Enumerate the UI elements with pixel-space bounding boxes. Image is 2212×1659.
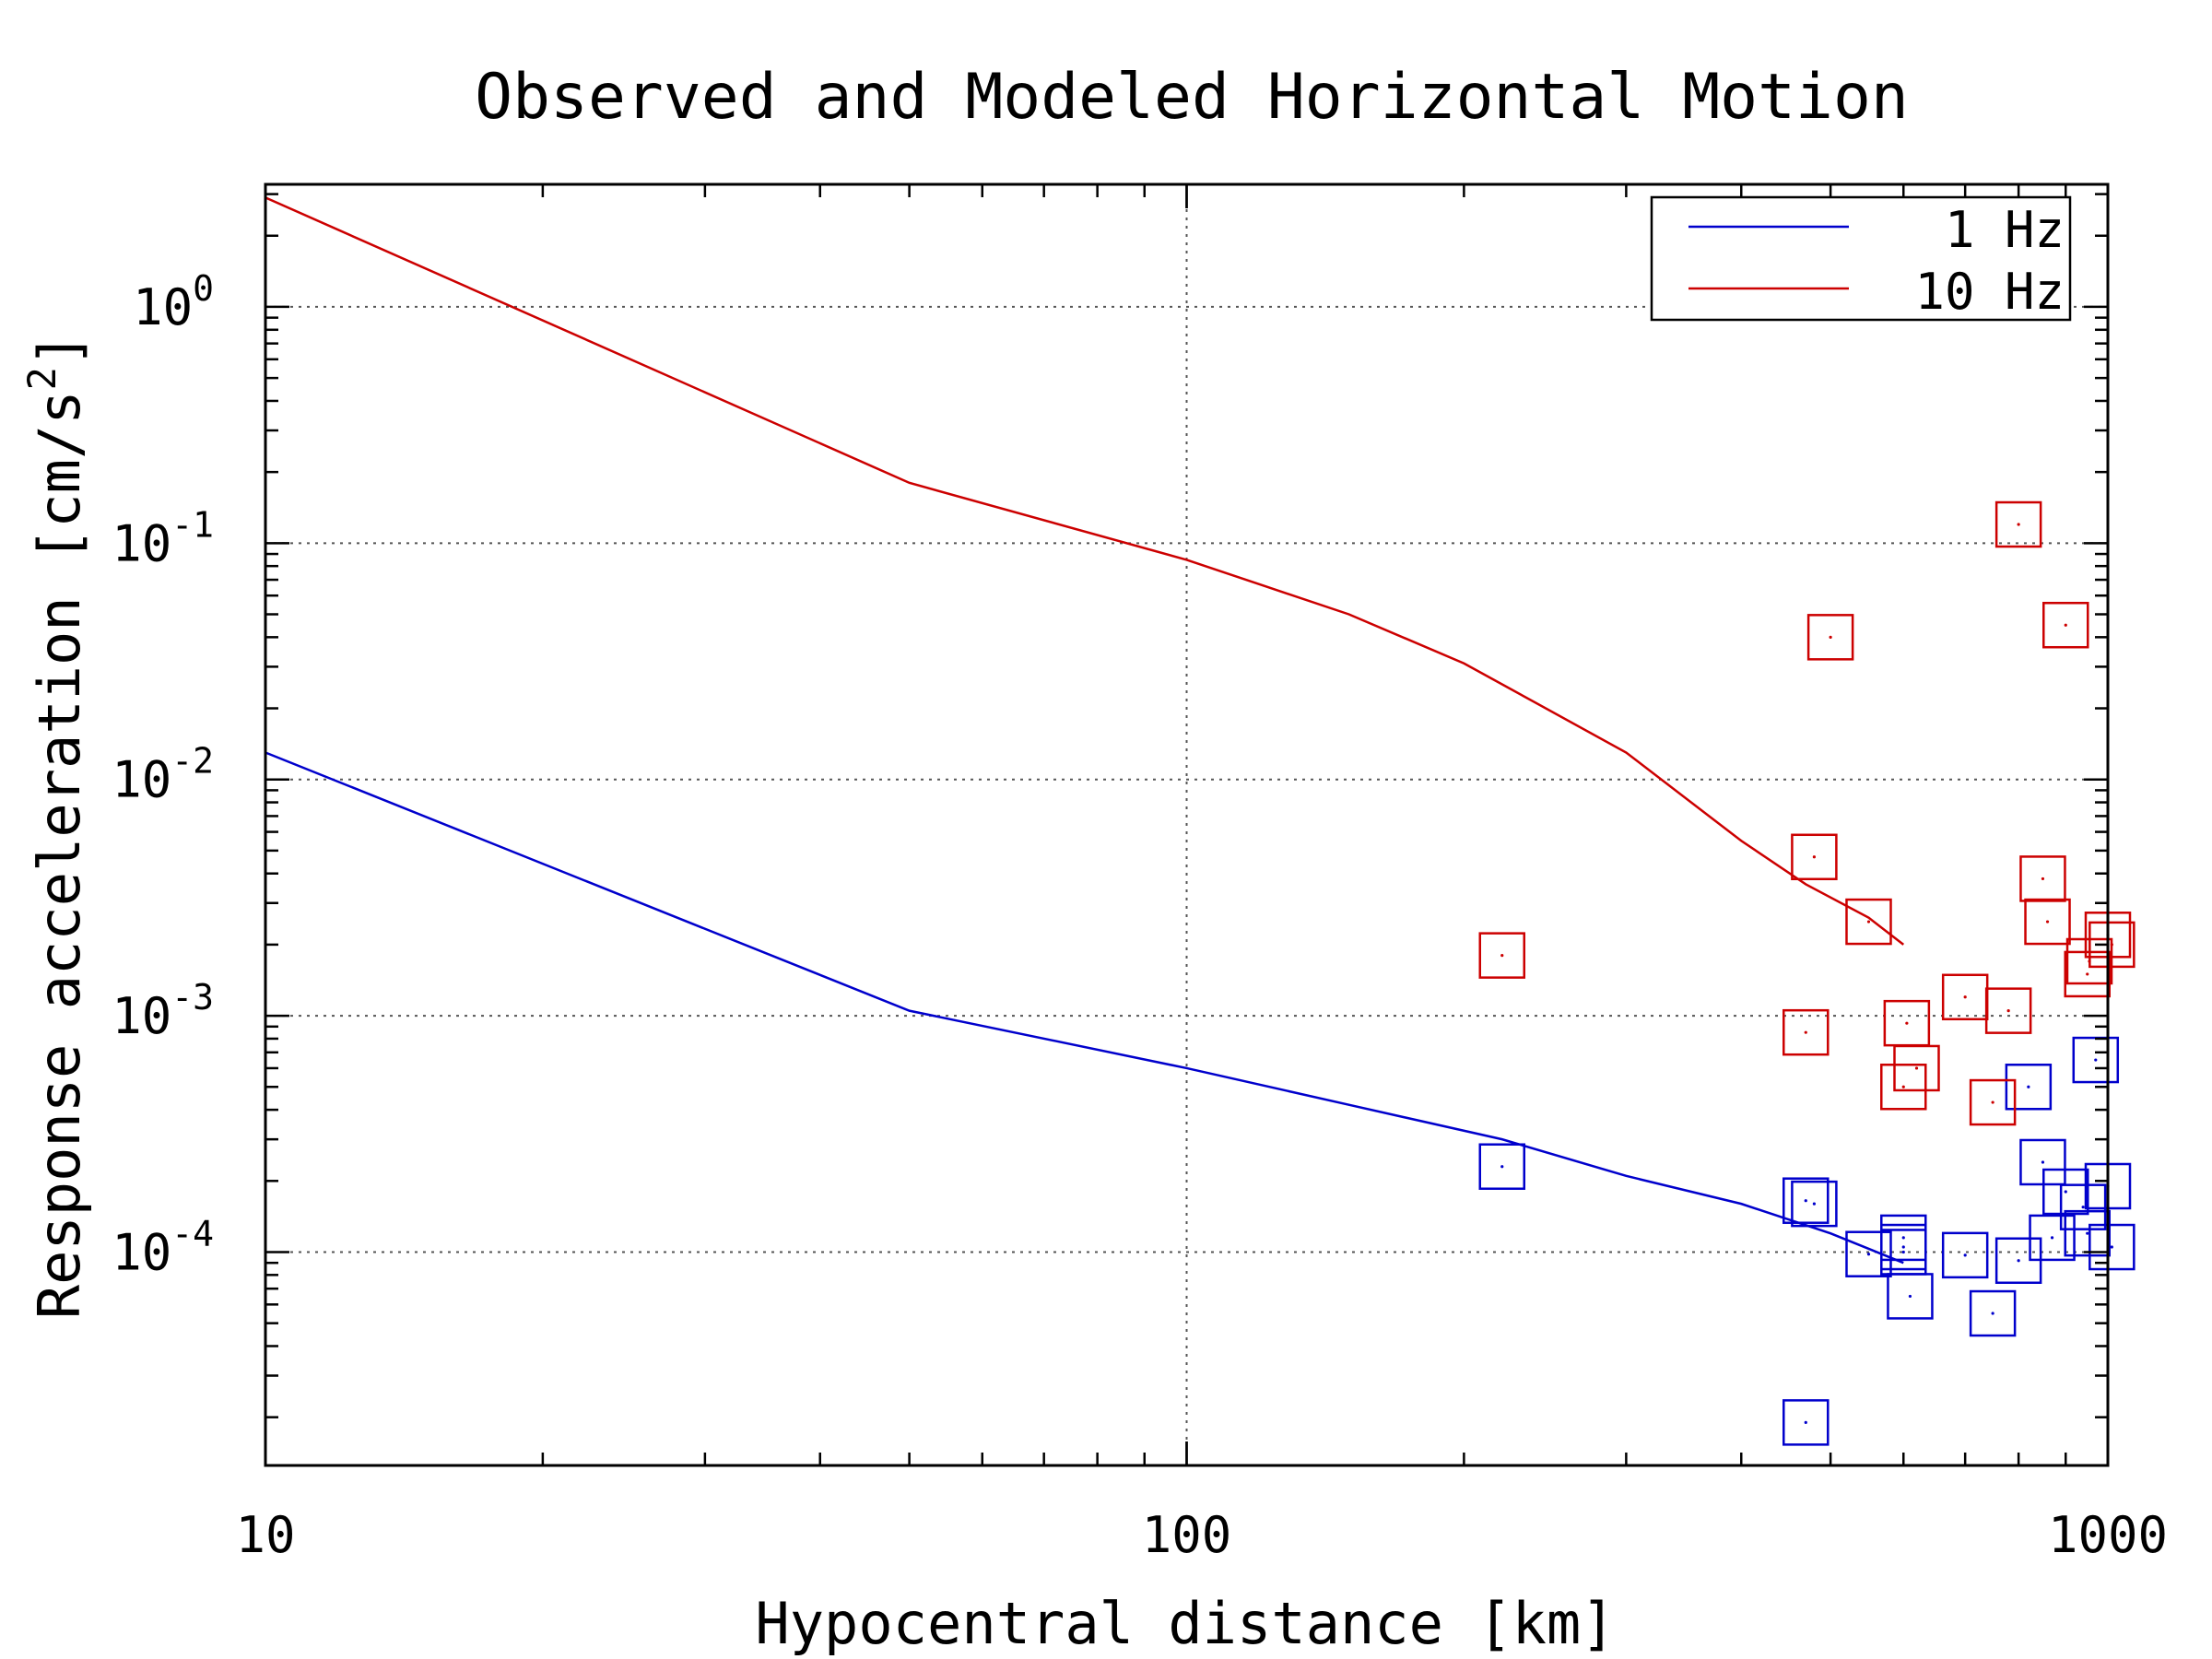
observed-point-center-1hz bbox=[1866, 1253, 1871, 1256]
observed-point-1hz bbox=[1887, 1273, 1934, 1320]
observed-point-10hz bbox=[1969, 1078, 2017, 1126]
observed-point-center-1hz bbox=[2017, 1259, 2020, 1263]
observed-point-center-10hz bbox=[2041, 877, 2045, 881]
observed-point-center-1hz bbox=[1901, 1250, 1905, 1254]
observed-point-center-1hz bbox=[1804, 1420, 1807, 1424]
y-axis-label-exponent: 2 bbox=[19, 367, 65, 390]
y-tick-label-0: 100 bbox=[133, 268, 214, 336]
observed-point-center-1hz bbox=[2050, 1236, 2054, 1240]
observed-point-10hz bbox=[1478, 932, 1526, 979]
observed-point-center-1hz bbox=[1963, 1253, 1967, 1257]
observed-point-center-1hz bbox=[1812, 1202, 1817, 1206]
tick-labels: 10 100 1000 100 10-1 10-2 10-3 10-4 bbox=[112, 268, 2168, 1564]
observed-point-10hz bbox=[1791, 833, 1838, 881]
observed-point-1hz bbox=[1969, 1289, 2017, 1337]
observed-point-center-1hz bbox=[2110, 1245, 2113, 1249]
y-tick-label-2: 10-2 bbox=[112, 741, 214, 809]
chart-title: Observed and Modeled Horizontal Motion bbox=[475, 61, 1909, 134]
observed-point-1hz bbox=[2059, 1183, 2107, 1230]
grid-lines bbox=[265, 184, 2108, 1465]
observed-point-10hz bbox=[1984, 987, 2032, 1034]
observed-point-1hz bbox=[2064, 1209, 2111, 1257]
observed-point-center-10hz bbox=[1901, 1085, 1905, 1088]
observed-point-10hz bbox=[2088, 921, 2136, 969]
observed-point-10hz bbox=[2042, 601, 2089, 649]
observed-point-1hz bbox=[1941, 1231, 1989, 1279]
model-line-1hz bbox=[265, 751, 1904, 1265]
observed-point-center-10hz bbox=[2017, 523, 2020, 526]
observed-point-center-1hz bbox=[2064, 1190, 2067, 1194]
observed-point-center-10hz bbox=[1866, 920, 1871, 924]
legend: 1 Hz 10 Hz bbox=[1650, 195, 2072, 322]
observed-point-1hz bbox=[1791, 1180, 1838, 1228]
observed-point-center-10hz bbox=[2086, 972, 2089, 976]
observed-point-10hz bbox=[1783, 1008, 1830, 1056]
y-axis-label: Response acceleration [cm/s2] bbox=[19, 333, 93, 1319]
observed-point-center-10hz bbox=[2110, 943, 2113, 947]
series-layer bbox=[265, 196, 2136, 1446]
observed-point-10hz bbox=[1883, 999, 1931, 1047]
y-tick-label-3: 10-3 bbox=[112, 977, 214, 1045]
observed-point-center-1hz bbox=[1901, 1236, 1905, 1240]
x-tick-label-0: 10 bbox=[235, 1506, 295, 1564]
ticks bbox=[264, 184, 2110, 1465]
observed-point-10hz bbox=[2019, 855, 2066, 902]
observed-point-center-10hz bbox=[1812, 855, 1817, 859]
observed-point-1hz bbox=[1783, 1177, 1830, 1224]
observed-point-center-1hz bbox=[2094, 1058, 2098, 1062]
y-axis-label-end: ] bbox=[26, 333, 93, 367]
observed-point-1hz bbox=[1783, 1399, 1830, 1446]
observed-point-center-10hz bbox=[1500, 954, 1504, 958]
y-tick-label-4: 10-4 bbox=[112, 1213, 214, 1281]
observed-point-center-10hz bbox=[1963, 995, 1967, 999]
observed-point-10hz bbox=[1994, 500, 2042, 548]
observed-point-1hz bbox=[1478, 1143, 1526, 1190]
observed-point-center-1hz bbox=[2086, 1231, 2089, 1235]
observed-point-center-10hz bbox=[2064, 623, 2067, 627]
observed-point-1hz bbox=[2088, 1223, 2136, 1271]
observed-point-center-1hz bbox=[1901, 1245, 1905, 1249]
observed-point-10hz bbox=[2064, 950, 2111, 998]
observed-point-center-1hz bbox=[1991, 1312, 1994, 1315]
y-tick-label-1: 10-1 bbox=[112, 504, 214, 572]
observed-point-10hz bbox=[1880, 1064, 1927, 1111]
observed-point-center-10hz bbox=[1991, 1100, 1994, 1104]
y-axis-label-main: Response acceleration [cm/s bbox=[26, 390, 93, 1319]
x-tick-label-1: 100 bbox=[1142, 1506, 1232, 1564]
x-axis-label: Hypocentral distance [km] bbox=[755, 1590, 1615, 1657]
observed-point-1hz bbox=[1880, 1214, 1927, 1262]
observed-point-center-1hz bbox=[1908, 1294, 1912, 1299]
legend-label-10hz: 10 Hz bbox=[1914, 263, 2065, 321]
legend-label-1hz: 1 Hz bbox=[1945, 201, 2065, 259]
observed-point-center-1hz bbox=[2041, 1160, 2045, 1164]
x-tick-label-2: 1000 bbox=[2048, 1506, 2168, 1564]
observed-point-center-10hz bbox=[1905, 1021, 1909, 1025]
observed-point-10hz bbox=[1845, 898, 1892, 946]
observed-point-1hz bbox=[2005, 1064, 2053, 1111]
legend-box bbox=[1650, 195, 2072, 322]
observed-point-10hz bbox=[1806, 614, 1854, 661]
observed-point-center-1hz bbox=[1804, 1199, 1807, 1203]
observed-point-center-10hz bbox=[1914, 1066, 1919, 1070]
observed-point-center-10hz bbox=[1829, 635, 1832, 639]
observed-point-center-10hz bbox=[2006, 1009, 2010, 1013]
observed-point-1hz bbox=[1845, 1230, 1892, 1277]
observed-point-center-1hz bbox=[2081, 1206, 2085, 1209]
observed-point-10hz bbox=[2024, 898, 2071, 946]
observed-point-1hz bbox=[2029, 1214, 2076, 1262]
model-line-10hz bbox=[265, 196, 1905, 946]
observed-point-center-1hz bbox=[1500, 1165, 1504, 1169]
observed-point-center-10hz bbox=[1804, 1030, 1807, 1034]
observed-point-center-1hz bbox=[2027, 1085, 2030, 1088]
observed-point-center-10hz bbox=[2045, 920, 2050, 924]
